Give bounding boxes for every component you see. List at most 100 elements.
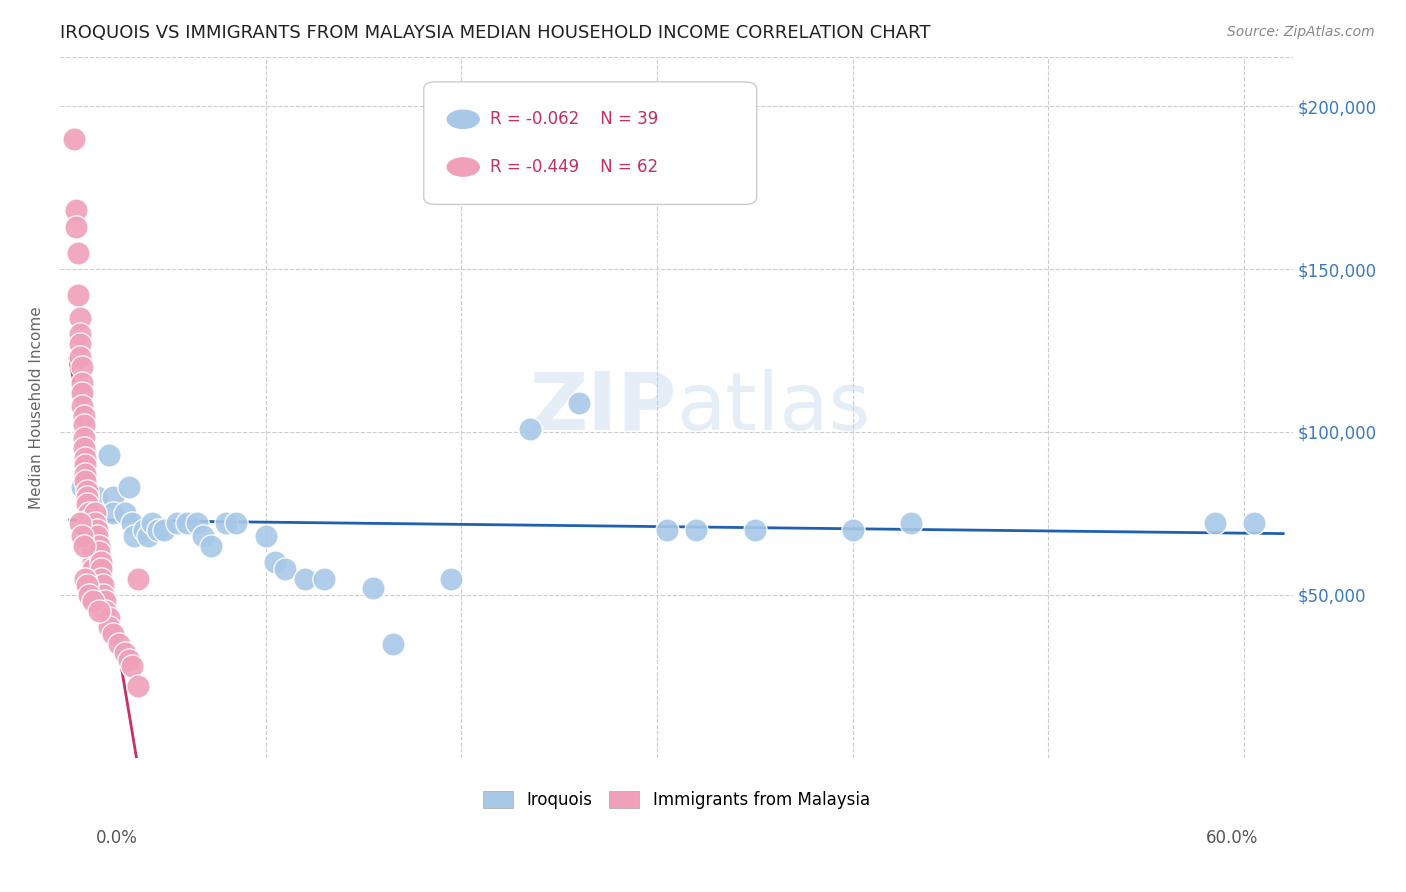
Point: [655, 523, 678, 537]
Point: [294, 572, 316, 586]
Point: [274, 562, 297, 576]
Text: IROQUOIS VS IMMIGRANTS FROM MALAYSIA MEDIAN HOUSEHOLD INCOME CORRELATION CHART: IROQUOIS VS IMMIGRANTS FROM MALAYSIA MED…: [60, 24, 931, 42]
Text: 0.0%: 0.0%: [96, 829, 138, 847]
Point: [89, 604, 111, 618]
Point: [107, 637, 129, 651]
Point: [75, 474, 97, 488]
Point: [361, 581, 384, 595]
Point: [900, 516, 922, 530]
Point: [744, 523, 766, 537]
Point: [841, 523, 863, 537]
Point: [86, 490, 108, 504]
Point: [186, 516, 208, 530]
Point: [166, 516, 188, 530]
Point: [176, 516, 198, 530]
Point: [191, 529, 214, 543]
Point: [89, 545, 111, 559]
Point: [440, 572, 463, 586]
Circle shape: [447, 158, 479, 176]
Point: [97, 448, 120, 462]
Point: [136, 529, 159, 543]
Point: [69, 310, 91, 325]
Point: [72, 539, 94, 553]
Point: [1243, 516, 1265, 530]
Point: [79, 513, 101, 527]
Text: ZIP: ZIP: [529, 368, 676, 447]
Point: [72, 441, 94, 455]
Point: [90, 572, 112, 586]
Point: [121, 516, 143, 530]
Point: [215, 516, 238, 530]
Point: [76, 490, 98, 504]
Point: [124, 529, 146, 543]
Point: [82, 555, 104, 569]
Point: [75, 450, 97, 465]
Point: [86, 523, 108, 537]
Point: [75, 572, 97, 586]
Point: [225, 516, 247, 530]
Point: [90, 562, 112, 576]
Text: 60.0%: 60.0%: [1206, 829, 1258, 847]
Point: [264, 555, 287, 569]
Point: [200, 539, 222, 553]
Point: [80, 539, 103, 553]
Point: [76, 578, 98, 592]
Point: [69, 350, 91, 364]
Point: [134, 523, 156, 537]
Point: [76, 497, 98, 511]
Point: [101, 490, 124, 504]
Legend: Iroquois, Immigrants from Malaysia: Iroquois, Immigrants from Malaysia: [477, 784, 876, 816]
Point: [70, 480, 93, 494]
Point: [114, 647, 136, 661]
Point: [72, 432, 94, 446]
Point: [146, 523, 169, 537]
Point: [80, 529, 103, 543]
Point: [75, 467, 97, 482]
Point: [314, 572, 336, 586]
Point: [117, 653, 139, 667]
Point: [82, 594, 104, 608]
Point: [79, 523, 101, 537]
Point: [127, 572, 149, 586]
Point: [79, 588, 101, 602]
Point: [72, 418, 94, 433]
Point: [1204, 516, 1226, 530]
Point: [90, 555, 112, 569]
Point: [152, 523, 174, 537]
Point: [519, 422, 541, 436]
Point: [70, 359, 93, 374]
Point: [69, 327, 91, 342]
Point: [76, 483, 98, 498]
Point: [685, 523, 707, 537]
Point: [84, 516, 107, 530]
Point: [121, 659, 143, 673]
Point: [127, 679, 149, 693]
Point: [65, 219, 87, 234]
Point: [70, 376, 93, 390]
Point: [69, 337, 91, 351]
Point: [62, 132, 84, 146]
Point: [82, 545, 104, 559]
Point: [82, 562, 104, 576]
Point: [89, 539, 111, 553]
Point: [69, 516, 91, 530]
Point: [114, 507, 136, 521]
FancyBboxPatch shape: [423, 82, 756, 204]
Text: R = -0.449    N = 62: R = -0.449 N = 62: [491, 158, 658, 176]
Point: [75, 458, 97, 472]
Point: [70, 383, 93, 397]
Point: [568, 395, 591, 409]
Point: [117, 480, 139, 494]
Point: [91, 578, 114, 592]
Point: [66, 288, 89, 302]
Point: [70, 385, 93, 400]
Point: [70, 399, 93, 413]
Point: [79, 507, 101, 521]
Point: [141, 516, 163, 530]
Point: [97, 620, 120, 634]
Text: atlas: atlas: [676, 368, 870, 447]
Point: [65, 203, 87, 218]
Point: [86, 529, 108, 543]
Point: [66, 245, 89, 260]
Point: [84, 507, 107, 521]
